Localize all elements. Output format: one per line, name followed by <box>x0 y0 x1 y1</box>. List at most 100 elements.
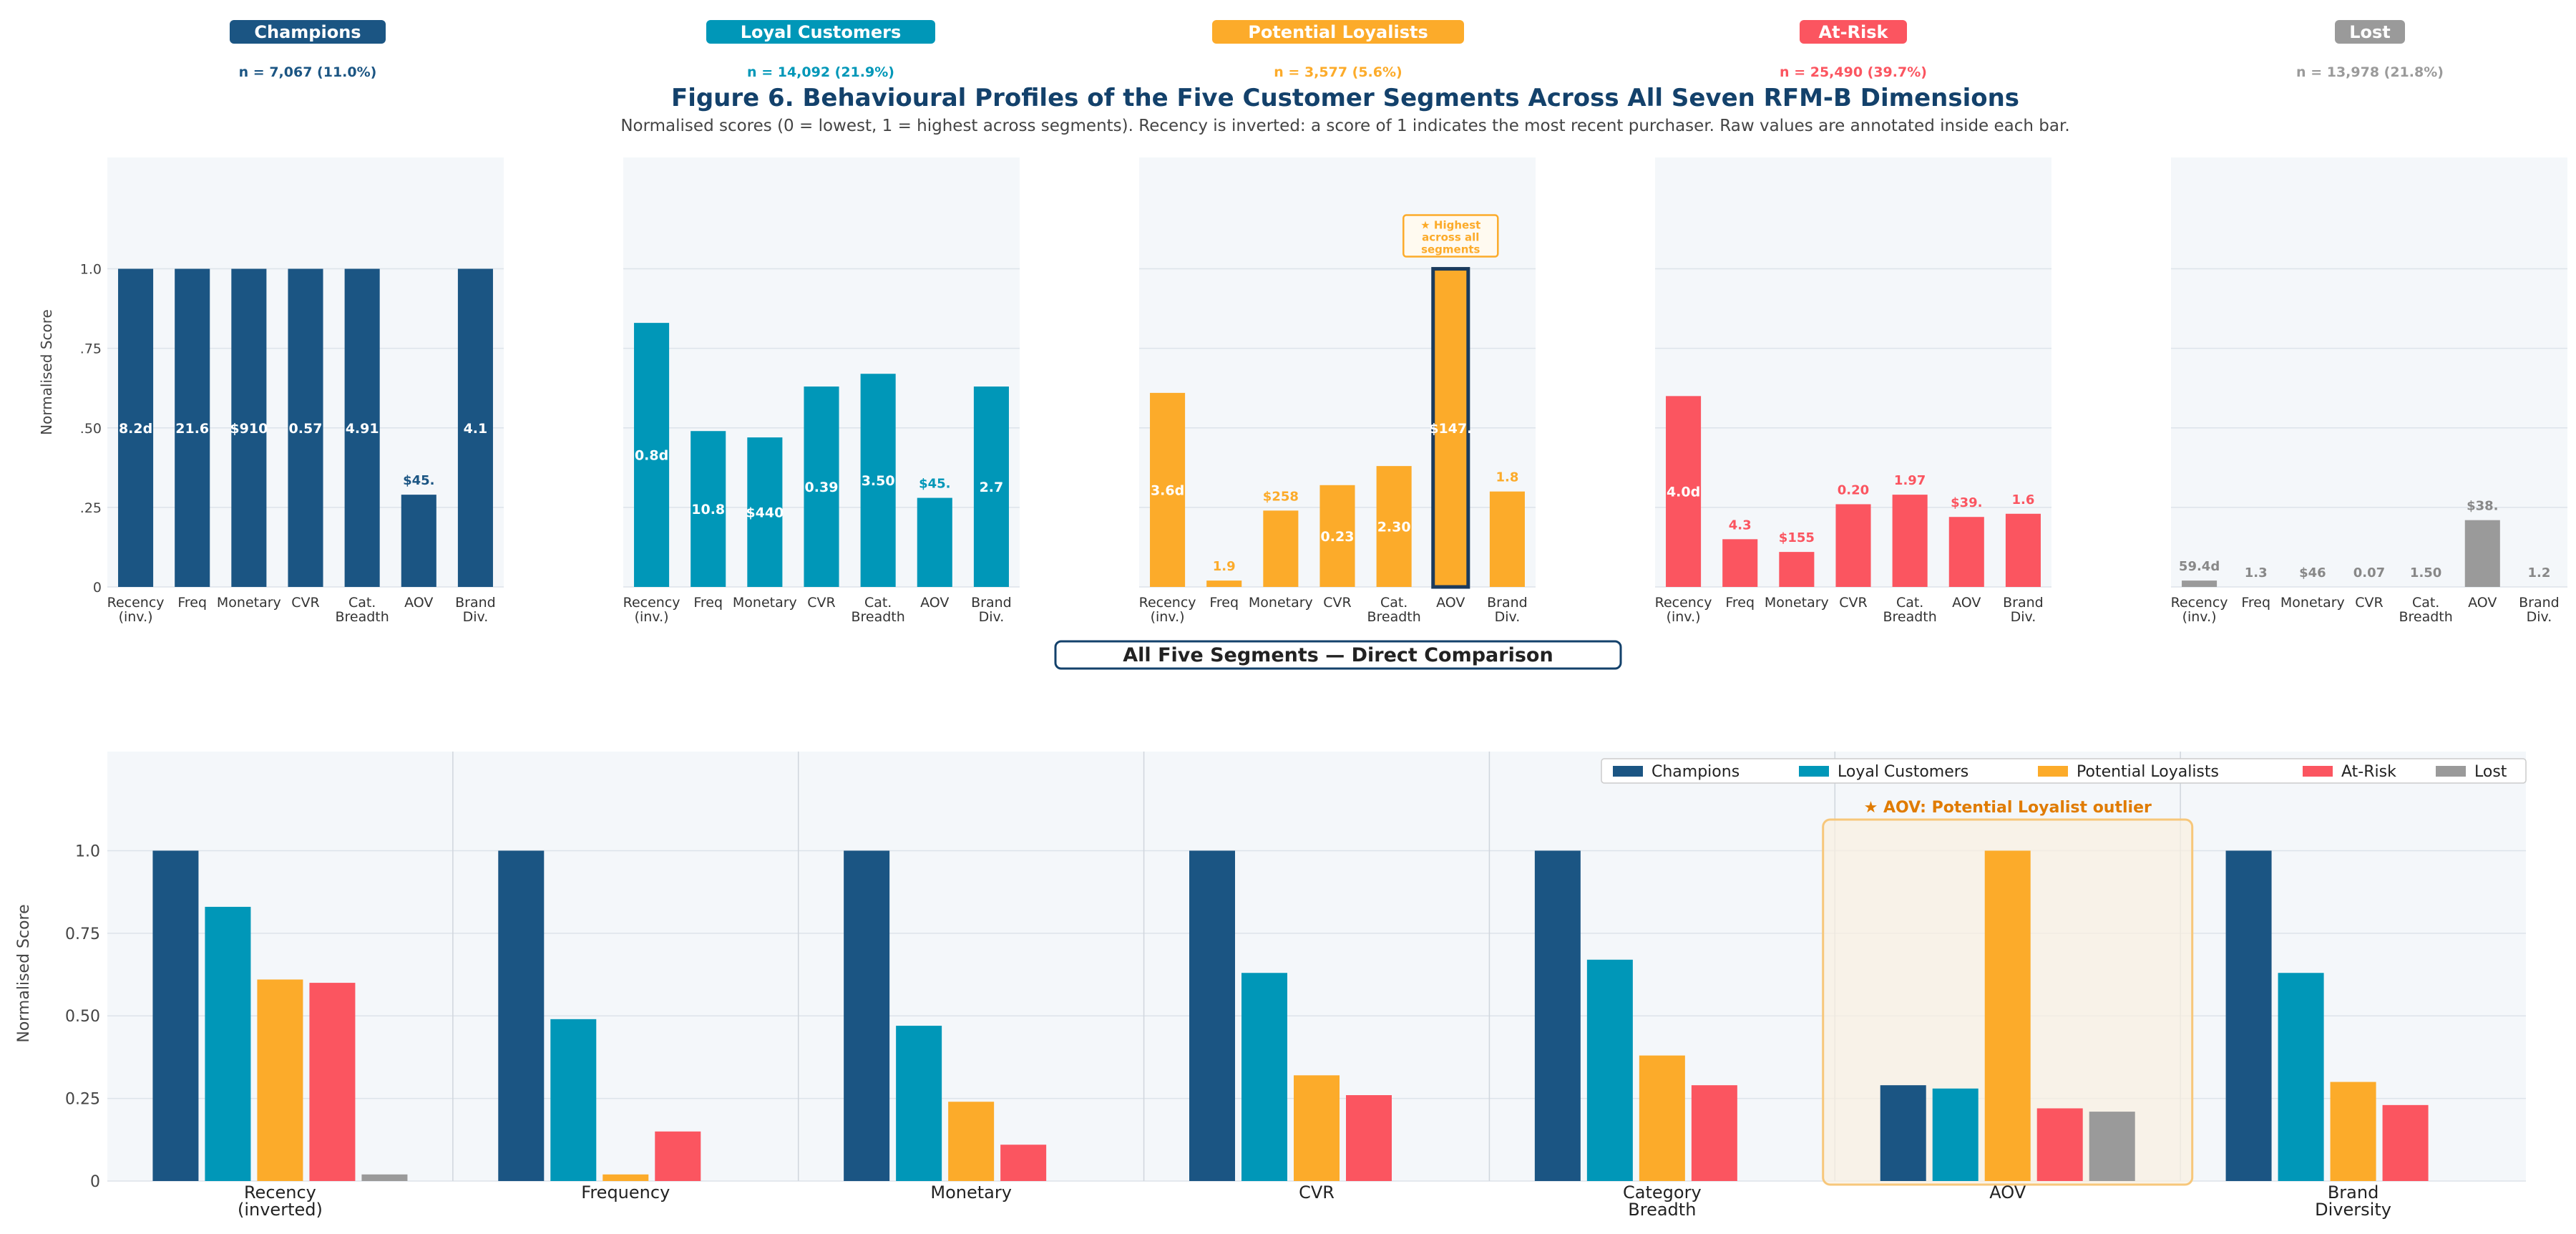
segment-badge-label: Champions <box>254 22 361 42</box>
small-multiples-x-tick-label-line: Brand <box>1487 595 1528 611</box>
comparison-x-tick-label: Frequency <box>581 1182 670 1203</box>
segment-profile-panels: Normalised Score 0 .25 .50 .75 1.0 8.2d Recency… <box>38 157 2567 625</box>
bar-potential-loyalists-5 <box>1431 267 1470 589</box>
aov-annotation-text: ★ AOV: Potential Loyalist outlier <box>1864 799 2152 817</box>
legend-swatch <box>2436 766 2466 777</box>
bar-loyal-customers-4 <box>860 374 896 587</box>
comparison-y-axis-label: Normalised Score <box>15 904 33 1042</box>
segment-badge-4 <box>2335 20 2405 44</box>
small-multiples-x-tick-label-line: Div. <box>463 609 489 625</box>
bar-value-label: $46 <box>2299 565 2326 580</box>
small-multiples-x-tick-label-line: Div. <box>2527 609 2552 625</box>
panel-potential-loyalists: 3.6d Recency (inv.) 1.9 Freq $258 Monetary 0.23… <box>1139 157 1536 625</box>
bar-potential-loyalists-3 <box>1319 485 1355 587</box>
panel-background <box>2171 157 2567 587</box>
comparison-legend: Champions Loyal Customers Potential Loyali… <box>1601 758 2527 784</box>
segment-badge-3 <box>1800 20 1907 44</box>
segment-count-label: n = 3,577 (5.6%) <box>1274 64 1402 80</box>
segment-badge-2 <box>1212 20 1464 44</box>
comparison-bar-potential-loyalists-4 <box>1639 1055 1685 1181</box>
highlight-annotation-text-line: ★ Highest <box>1420 219 1480 232</box>
small-multiples-x-tick-label: Cat. Breadth <box>1883 595 1936 625</box>
segment-badges: Champions n = 7,067 (11.0%) Loyal Customer… <box>230 20 2444 80</box>
bar-value-label: 0.39 <box>805 480 839 495</box>
small-multiples-x-tick-label-line: Cat. <box>1896 595 1923 611</box>
bar-value-label: 3.50 <box>862 473 895 489</box>
bar-at-risk-6 <box>2005 513 2041 587</box>
segment-badge-label: At-Risk <box>1819 22 1889 42</box>
bar-loyal-customers-6 <box>973 387 1009 587</box>
legend-label: At-Risk <box>2341 763 2396 781</box>
small-multiples-x-tick-label-line: Cat. <box>348 595 376 611</box>
comparison-x-tick-label: Brand Diversity <box>2315 1182 2391 1220</box>
small-multiples-x-tick-label: Monetary <box>1249 595 1313 611</box>
small-multiples-x-tick-label: Monetary <box>1765 595 1829 611</box>
bar-value-label: 0.23 <box>1321 529 1355 545</box>
bar-potential-loyalists-4 <box>1376 466 1412 587</box>
bar-value-label: $38. <box>2467 499 2498 514</box>
bar-value-label: 0.57 <box>289 421 323 437</box>
comparison-bar-champions-6 <box>2225 850 2272 1181</box>
small-multiples-x-tick-label: AOV <box>404 595 433 611</box>
segment-count-label: n = 14,092 (21.9%) <box>747 64 894 80</box>
bar-value-label: 4.91 <box>346 421 379 437</box>
small-multiples-x-tick-label: AOV <box>2468 595 2497 611</box>
comparison-bar-at-risk-3 <box>1346 1095 1392 1181</box>
bar-value-label: 0.07 <box>2353 565 2385 580</box>
small-multiples-x-tick-label: CVR <box>1323 595 1351 611</box>
bar-lost-0 <box>2182 580 2218 587</box>
comparison-bar-potential-loyalists-6 <box>2330 1082 2376 1181</box>
bar-value-label: 0.8d <box>635 448 668 464</box>
segment-badge-label: Lost <box>2349 22 2391 42</box>
small-multiples-y-tick-label: 0 <box>93 580 102 596</box>
bar-champions-3 <box>288 268 323 587</box>
legend-swatch <box>1799 766 1829 777</box>
comparison-x-tick-label-line: Diversity <box>2315 1200 2391 1220</box>
small-multiples-x-tick-label-line: Cat. <box>2412 595 2439 611</box>
bar-value-label: 1.9 <box>1213 559 1236 574</box>
small-multiples-x-tick-label-line: Brand <box>2003 595 2044 611</box>
comparison-x-tick-label-line: Brand <box>2328 1182 2379 1203</box>
figure-title: Figure 6. Behavioural Profiles of the Fi… <box>671 84 2019 112</box>
legend-swatch <box>2303 766 2333 777</box>
small-multiples-x-tick-label: Brand Div. <box>1487 595 1528 625</box>
small-multiples-x-tick-label: Brand Div. <box>971 595 1012 625</box>
comparison-bar-potential-loyalists-2 <box>948 1102 995 1181</box>
small-multiples-x-tick-label-line: Brand <box>2519 595 2560 611</box>
bar-value-label: 3.6d <box>1151 482 1184 498</box>
segment-badge-label: Loyal Customers <box>741 22 902 42</box>
small-multiples-x-tick-label-line: Breadth <box>1367 609 1420 625</box>
bar-potential-loyalists-1 <box>1206 580 1242 587</box>
small-multiples-x-tick-label: Freq <box>1725 595 1755 611</box>
figure-subtitle: Normalised scores (0 = lowest, 1 = highe… <box>620 117 2069 135</box>
small-multiples-y-axis-label: Normalised Score <box>38 309 55 435</box>
panel-at-risk: 4.0d Recency (inv.) 4.3 Freq $155 Monetary 0.20… <box>1655 157 2051 625</box>
comparison-x-tick-label-line: Breadth <box>1628 1200 1696 1220</box>
bar-value-label: 0.20 <box>1838 482 1869 497</box>
small-multiples-x-tick-label-line: Brand <box>455 595 496 611</box>
bar-champions-0 <box>118 268 154 587</box>
comparison-bar-champions-2 <box>844 850 890 1181</box>
legend-label: Lost <box>2474 763 2507 781</box>
bar-value-label: $258 <box>1263 489 1299 504</box>
comparison-bar-at-risk-4 <box>1691 1085 1737 1181</box>
small-multiples-x-tick-label: Brand Div. <box>2003 595 2044 625</box>
small-multiples-x-tick-label: CVR <box>291 595 319 611</box>
comparison-title: All Five Segments — Direct Comparison <box>1123 644 1553 666</box>
small-multiples-x-tick-label: Recency (inv.) <box>1139 595 1196 625</box>
segment-count-label: n = 25,490 (39.7%) <box>1780 64 1927 80</box>
bar-potential-loyalists-0 <box>1150 392 1186 587</box>
small-multiples-x-tick-label-line: Div. <box>1495 609 1521 625</box>
small-multiples-x-tick-label: Brand Div. <box>2519 595 2560 625</box>
comparison-bar-champions-3 <box>1189 850 1235 1181</box>
bar-value-label: 2.30 <box>1377 520 1411 535</box>
bar-champions-2 <box>231 268 267 587</box>
bar-value-label: 4.3 <box>1729 518 1752 533</box>
small-multiples-x-tick-label-line: Recency <box>1655 595 1712 611</box>
panel-champions: 0 .25 .50 .75 1.0 8.2d Recency (inv.) 21.6 Freq $9… <box>80 157 504 625</box>
small-multiples-x-tick-label-line: Breadth <box>2399 609 2452 625</box>
bar-lost-5 <box>2464 520 2500 587</box>
comparison-bar-lost-5 <box>2089 1112 2135 1181</box>
bar-at-risk-1 <box>1722 539 1758 587</box>
comparison-bar-at-risk-5 <box>2036 1108 2083 1181</box>
